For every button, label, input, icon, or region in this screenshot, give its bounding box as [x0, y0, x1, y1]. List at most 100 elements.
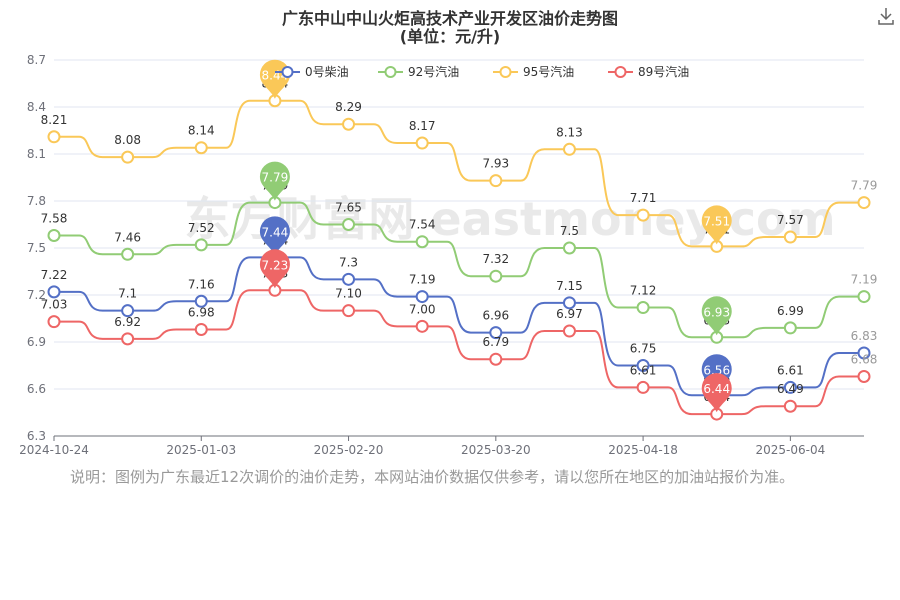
- y-tick-label: 8.4: [27, 100, 46, 114]
- data-point: [857, 196, 871, 210]
- data-label: 7.16: [188, 277, 215, 291]
- data-label: 6.79: [482, 335, 509, 349]
- series-line: [54, 99, 864, 248]
- legend-label: 0号柴油: [305, 65, 349, 79]
- series-2: 8.218.088.148.448.298.177.938.137.717.51…: [41, 59, 878, 253]
- data-point: [636, 208, 650, 222]
- series-3: 7.03 6.92 6.98 7.23 7.10 7.00 6.79 6.97 6.61 6.44…: [41, 249, 878, 421]
- data-label: 6.49: [777, 382, 804, 396]
- data-point: [194, 141, 208, 155]
- data-label: 7.79: [851, 179, 878, 193]
- data-point: [857, 369, 871, 383]
- data-point: [121, 332, 135, 346]
- data-point: [562, 296, 576, 310]
- data-label: 7.1: [118, 287, 137, 301]
- data-point: [636, 359, 650, 372]
- data-point: [562, 241, 576, 255]
- x-tick-label: 2025-01-03: [166, 443, 236, 457]
- data-point: [47, 130, 61, 144]
- legend-item-0[interactable]: 0号柴油: [275, 65, 349, 79]
- legend-item-3[interactable]: 89号汽油: [608, 64, 689, 79]
- chart-note: 说明：图例为广东最近12次调价的油价走势，本网站油价数据仅供参考，请以您所在地区…: [70, 468, 795, 486]
- series-line: [54, 201, 864, 339]
- data-point: [636, 301, 650, 315]
- x-tick-label: 2025-04-18: [608, 443, 678, 457]
- data-label: 6.92: [114, 315, 141, 329]
- data-point: [489, 352, 503, 366]
- marker-pin-label: 6.93: [703, 305, 730, 319]
- data-label: 6.68: [851, 352, 878, 366]
- data-point: [562, 142, 576, 156]
- data-label: 6.99: [777, 304, 804, 318]
- y-tick-label: 7.2: [27, 288, 46, 302]
- data-label: 8.13: [556, 125, 583, 139]
- data-point: [342, 272, 356, 286]
- data-point: [636, 380, 650, 394]
- x-tick-label: 2025-06-04: [755, 443, 825, 457]
- x-tick-label: 2024-10-24: [19, 443, 89, 457]
- data-point: [47, 315, 61, 329]
- download-icon[interactable]: [876, 6, 896, 26]
- data-label: 7.19: [409, 273, 436, 287]
- data-point: [415, 235, 429, 249]
- data-label: 7.93: [482, 157, 509, 171]
- data-label: 7.15: [556, 279, 583, 293]
- data-label: 7.12: [630, 284, 657, 298]
- data-point: [121, 150, 135, 164]
- y-tick-label: 6.3: [27, 429, 46, 443]
- x-tick-label: 2025-02-20: [314, 443, 384, 457]
- y-tick-label: 6.9: [27, 335, 46, 349]
- data-point: [562, 324, 576, 338]
- marker-pin-label: 7.51: [703, 214, 730, 228]
- series-line: [54, 289, 864, 416]
- series-line: [54, 256, 864, 397]
- marker-pin: [701, 205, 732, 245]
- data-label: 7.00: [409, 302, 436, 316]
- data-label: 6.83: [851, 329, 878, 343]
- marker-pin: [259, 161, 290, 201]
- data-label: 6.98: [188, 305, 215, 319]
- data-point: [783, 230, 797, 244]
- legend-item-2[interactable]: 95号汽油: [493, 64, 574, 79]
- legend-symbol: [499, 66, 512, 78]
- legend-item-1[interactable]: 92号汽油: [378, 64, 459, 79]
- data-point: [489, 174, 503, 188]
- data-label: 6.61: [630, 363, 657, 377]
- data-point: [489, 326, 503, 340]
- data-label: 6.75: [630, 342, 657, 356]
- chart-title: 广东中山中山火炬高技术产业开发区油价走势图: [281, 9, 618, 28]
- data-label: 6.97: [556, 307, 583, 321]
- marker-pin-label: 6.44: [703, 382, 730, 396]
- data-label: 7.03: [41, 298, 68, 312]
- data-point: [194, 322, 208, 336]
- data-point: [489, 269, 503, 283]
- legend-label: 92号汽油: [408, 64, 459, 79]
- marker-pin: [259, 216, 290, 256]
- data-label: 8.14: [188, 124, 215, 138]
- data-label: 7.58: [41, 211, 68, 225]
- chart-subtitle: (单位：元/升): [399, 27, 501, 46]
- series-1: 7.58 7.46 7.52 7.79 7.65 7.54 7.32 7.5 7.12 6.93 6…: [41, 161, 877, 344]
- data-label: 6.96: [482, 309, 509, 323]
- data-label: 7.52: [188, 221, 215, 235]
- data-label: 8.17: [409, 119, 436, 133]
- data-label: 7.46: [114, 230, 141, 244]
- data-label: 8.21: [41, 113, 68, 127]
- y-tick-label: 6.6: [27, 382, 46, 396]
- marker-pin: [701, 296, 732, 336]
- legend-label: 89号汽油: [638, 64, 689, 79]
- data-label: 7.32: [482, 252, 509, 266]
- data-point: [783, 380, 797, 394]
- y-tick-label: 7.5: [27, 241, 46, 255]
- x-tick-label: 2025-03-20: [461, 443, 531, 457]
- data-label: 7.5: [560, 224, 579, 238]
- data-point: [857, 290, 871, 304]
- legend-symbol: [614, 66, 627, 78]
- marker-pin-label: 7.44: [262, 225, 289, 239]
- data-point: [415, 136, 429, 150]
- data-point: [121, 247, 135, 261]
- data-point: [342, 218, 356, 231]
- data-point: [342, 117, 356, 131]
- data-label: 8.08: [114, 133, 141, 147]
